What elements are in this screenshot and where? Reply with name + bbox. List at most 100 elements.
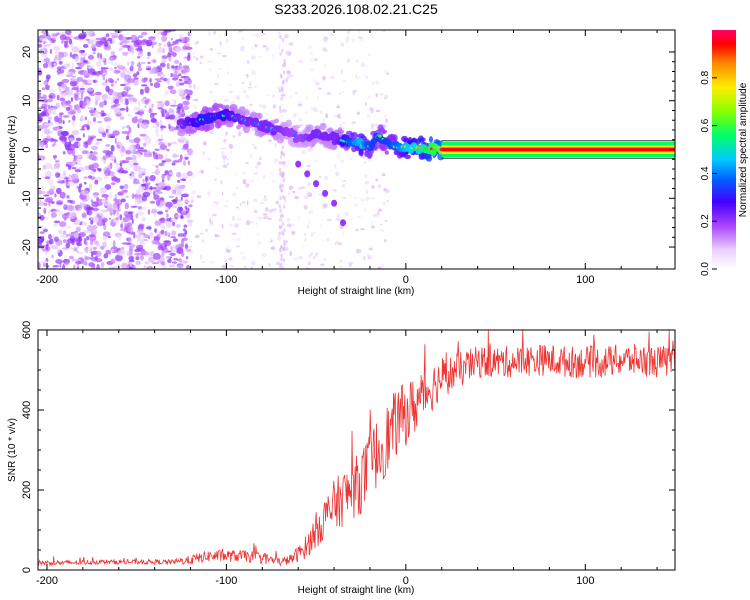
noise-blob [148, 107, 152, 114]
noise-blob [182, 67, 188, 74]
ridge-halo [381, 144, 388, 152]
noise-blob [287, 192, 291, 196]
noise-blob [171, 160, 180, 163]
noise-blob [106, 155, 110, 159]
noise-blob [91, 145, 98, 151]
colorbar-gradient [712, 30, 736, 269]
noise-blob [140, 183, 147, 187]
noise-blob [302, 247, 305, 249]
noise-blob [199, 254, 203, 260]
y-tick-label: 600 [21, 321, 33, 339]
noise-blob [159, 144, 168, 151]
noise-blob [81, 221, 85, 225]
noise-blob [93, 116, 96, 123]
noise-blob [227, 162, 229, 166]
noise-blob [180, 214, 183, 219]
noise-blob [38, 201, 45, 206]
noise-blob [161, 108, 164, 116]
noise-blob [119, 83, 127, 87]
noise-blob [226, 248, 231, 253]
noise-blob [172, 77, 179, 81]
noise-blob [235, 245, 240, 248]
noise-blob [53, 154, 57, 160]
noise-blob [251, 179, 254, 183]
noise-blob [188, 221, 193, 227]
noise-blob [310, 52, 314, 55]
noise-blob [69, 51, 72, 58]
noise-blob [354, 203, 358, 207]
noise-blob [140, 254, 144, 261]
noise-blob [281, 221, 285, 226]
noise-blob [62, 230, 67, 235]
noise-blob [71, 149, 76, 157]
noise-blob [147, 236, 151, 240]
noise-blob [355, 76, 361, 80]
noise-blob [240, 252, 244, 255]
noise-blob [345, 39, 349, 44]
colorbar-tick-label: 0.6 [700, 118, 711, 132]
noise-blob [119, 214, 123, 221]
noise-blob [337, 242, 343, 246]
noise-blob [288, 185, 294, 190]
noise-blob [86, 30, 94, 36]
noise-blob [250, 221, 254, 224]
noise-blob [103, 61, 107, 66]
noise-blob [171, 65, 175, 69]
noise-blob [86, 235, 90, 241]
noise-blob [55, 259, 63, 264]
noise-blob [142, 251, 150, 256]
noise-blob [118, 47, 122, 52]
noise-blob [156, 199, 161, 206]
noise-blob [175, 196, 179, 203]
noise-blob [68, 212, 76, 220]
noise-blob [284, 199, 287, 204]
noise-blob [92, 246, 97, 251]
noise-blob [183, 56, 188, 59]
noise-blob [313, 58, 319, 62]
noise-blob [359, 198, 365, 202]
noise-blob [76, 245, 80, 249]
noise-blob [224, 99, 229, 102]
noise-blob [76, 250, 79, 254]
noise-blob [273, 211, 276, 214]
noise-blob [172, 205, 178, 209]
noise-blob [139, 88, 144, 95]
noise-blob [145, 39, 153, 47]
noise-blob [354, 197, 357, 200]
noise-blob [48, 233, 52, 240]
noise-blob [228, 257, 233, 261]
snr-y-axis-label: SNR (10 * v/v) [7, 418, 18, 482]
noise-blob [340, 259, 343, 264]
noise-blob [125, 195, 129, 198]
noise-blob [88, 175, 93, 179]
noise-blob [101, 93, 108, 101]
noise-blob [277, 235, 282, 241]
noise-blob [51, 254, 54, 259]
noise-blob [110, 258, 116, 264]
noise-blob [71, 129, 80, 136]
noise-blob [81, 150, 89, 155]
noise-blob [280, 161, 287, 165]
y-tick-label: 400 [21, 401, 33, 419]
noise-blob [304, 111, 308, 114]
noise-blob [139, 241, 145, 246]
noise-blob [87, 79, 93, 83]
noise-blob [313, 231, 316, 234]
noise-blob [122, 51, 129, 56]
noise-blob [360, 228, 365, 231]
noise-blob [278, 160, 282, 165]
noise-blob [133, 77, 139, 80]
noise-blob [175, 81, 180, 88]
noise-blob [98, 112, 101, 114]
noise-blob [56, 200, 64, 206]
noise-blob [137, 123, 140, 129]
y-tick-label: -10 [21, 190, 33, 206]
noise-blob [304, 233, 307, 236]
noise-blob [133, 137, 141, 144]
noise-blob [161, 35, 168, 42]
noise-blob [267, 139, 272, 142]
branch-point [331, 199, 338, 207]
noise-blob [78, 232, 86, 238]
noise-blob [137, 170, 141, 174]
noise-blob [384, 238, 387, 243]
